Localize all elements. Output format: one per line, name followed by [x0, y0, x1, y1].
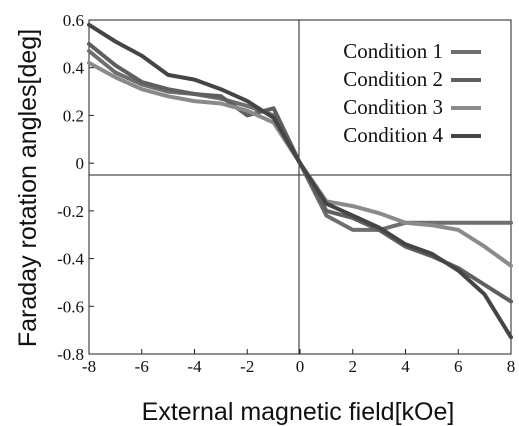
series-layer	[87, 22, 513, 340]
x-tick-label: 8	[507, 357, 516, 376]
y-tick-label: 0.4	[63, 59, 85, 78]
y-tick-label: -0.8	[57, 345, 84, 364]
y-tick-label: 0	[76, 154, 85, 173]
x-tick-label: -2	[240, 357, 254, 376]
x-tick-label: 6	[454, 357, 463, 376]
legend-label-condition-4: Condition 4	[343, 123, 443, 147]
x-tick-label: -6	[135, 357, 149, 376]
x-tick-label: -4	[187, 357, 202, 376]
x-tick-label: 4	[401, 357, 410, 376]
y-tick-label: 0.6	[63, 11, 84, 30]
legend-label-condition-2: Condition 2	[343, 67, 443, 91]
x-axis-title: External magnetic field[kOe]	[142, 398, 455, 426]
y-axis-title: Faraday rotation angles[deg]	[14, 29, 42, 347]
y-tick-label: -0.2	[57, 202, 84, 221]
y-tick-label: -0.4	[57, 250, 84, 269]
x-tick-label: 0	[296, 357, 305, 376]
legend-label-condition-3: Condition 3	[343, 95, 443, 119]
legend-label-condition-1: Condition 1	[343, 39, 443, 63]
x-tick-label: 2	[349, 357, 358, 376]
series-line-condition-4	[87, 22, 513, 340]
y-tick-label: -0.6	[57, 297, 84, 316]
x-tick-label: -8	[82, 357, 96, 376]
legend: Condition 1 Condition 2 Condition 3 Conditi…	[343, 39, 481, 147]
tick-layer: -8 -6 -4 -2 0 2 4 6 8 0.6 0.4 0.2 0 -0.2 -0.4 -0.6 -0.8	[57, 11, 515, 376]
y-tick-label: 0.2	[63, 106, 84, 125]
